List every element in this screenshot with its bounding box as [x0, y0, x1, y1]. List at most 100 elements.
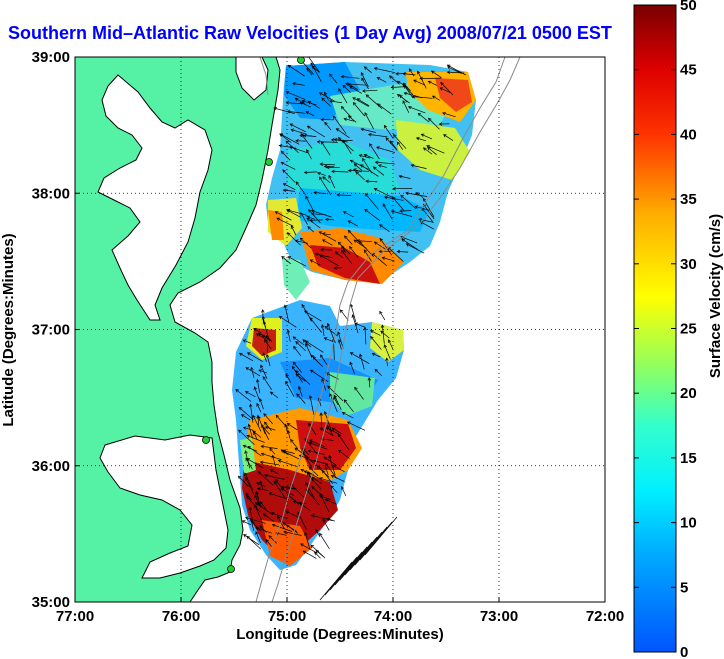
- velocity-arrow: [364, 154, 374, 159]
- velocity-arrow: [286, 91, 306, 101]
- velocity-arrow-head: [320, 247, 324, 252]
- velocity-arrow-head: [402, 100, 406, 104]
- velocity-arrow: [259, 501, 267, 510]
- velocity-arrow-head: [306, 67, 310, 72]
- velocity-arrow-head: [310, 544, 315, 549]
- velocity-arrow-head: [251, 520, 255, 525]
- velocity-arrow-head: [293, 345, 297, 350]
- velocity-arrow: [428, 118, 440, 130]
- velocity-arrow-head: [375, 146, 380, 150]
- velocity-arrow: [238, 407, 254, 420]
- velocity-arrow: [406, 243, 425, 254]
- velocity-arrow-head: [244, 450, 248, 454]
- chesapeake-bay: [97, 74, 213, 321]
- velocity-arrow: [359, 521, 393, 561]
- velocity-arrow: [369, 143, 380, 160]
- velocity-arrow-head: [242, 339, 247, 343]
- velocity-arrow-head: [373, 188, 378, 192]
- velocity-arrow: [285, 140, 299, 154]
- velocity-arrow: [338, 339, 342, 350]
- velocity-arrow: [292, 361, 303, 373]
- velocity-arrow-head: [257, 332, 262, 336]
- velocity-arrow-head: [262, 352, 266, 357]
- velocity-arrow: [265, 539, 273, 548]
- velocity-arrow-head: [276, 217, 281, 221]
- velocity-arrow-head: [349, 361, 353, 366]
- velocity-arrow: [353, 102, 365, 117]
- velocity-arrow-head: [255, 490, 259, 495]
- velocity-arrow-head: [319, 254, 323, 258]
- velocity-arrow: [324, 556, 358, 596]
- velocity-arrow-head: [282, 522, 287, 526]
- velocity-arrow-head: [323, 456, 328, 460]
- velocity-arrow: [378, 164, 387, 168]
- velocity-arrow: [413, 79, 425, 86]
- velocity-arrow-head: [398, 174, 403, 179]
- velocity-arrow: [342, 85, 351, 93]
- velocity-arrow-head: [390, 209, 395, 214]
- velocity-arrow-head: [259, 480, 263, 485]
- velocity-arrow: [317, 141, 338, 143]
- velocity-arrow: [287, 256, 307, 267]
- velocity-arrow: [404, 85, 414, 99]
- velocity-arrow-head: [295, 373, 300, 378]
- velocity-arrow-head: [263, 473, 268, 478]
- velocity-arrow-head: [255, 526, 260, 531]
- velocity-arrow: [341, 486, 347, 497]
- velocity-arrow: [320, 354, 328, 365]
- velocity-arrow: [329, 393, 338, 413]
- velocity-arrow: [307, 472, 322, 490]
- velocity-arrow: [374, 67, 396, 74]
- velocity-arrow-head: [320, 140, 325, 145]
- velocity-arrow-head: [347, 229, 352, 234]
- velocity-arrow-head: [282, 169, 286, 173]
- velocity-arrow: [353, 168, 362, 173]
- velocity-arrow-head: [349, 86, 353, 90]
- velocity-arrow-head: [408, 68, 413, 72]
- velocity-arrow: [256, 379, 261, 394]
- velocity-arrow-head: [326, 322, 331, 327]
- velocity-arrow-head: [337, 241, 342, 246]
- velocity-arrow: [365, 193, 379, 210]
- velocity-arrow: [329, 100, 343, 103]
- velocity-arrow-head: [385, 137, 390, 141]
- velocity-arrow: [399, 94, 408, 103]
- velocity-arrow-head: [440, 81, 444, 86]
- velocity-arrow-head: [336, 193, 341, 197]
- velocity-arrow: [320, 412, 323, 428]
- velocity-arrow: [239, 352, 254, 362]
- velocity-arrow-head: [257, 415, 261, 420]
- velocity-arrow-head: [329, 73, 333, 78]
- velocity-arrow: [384, 344, 391, 360]
- velocity-arrow-head: [363, 153, 368, 158]
- velocity-arrow-head: [338, 88, 342, 92]
- velocity-arrow-head: [268, 535, 272, 539]
- velocity-arrow-head: [256, 402, 260, 407]
- velocity-arrow-head: [362, 157, 366, 162]
- velocity-arrow: [281, 256, 291, 265]
- colorbar-tick-label: 0: [680, 644, 688, 659]
- velocity-arrow: [246, 536, 262, 550]
- velocity-arrow-head: [319, 532, 323, 537]
- velocity-arrow: [426, 145, 445, 154]
- velocity-arrow: [319, 231, 337, 242]
- velocity-arrow-head: [292, 361, 297, 366]
- velocity-arrow-head: [349, 246, 353, 250]
- velocity-arrow-head: [393, 134, 397, 138]
- velocity-arrow: [427, 147, 437, 155]
- velocity-arrow-head: [361, 77, 365, 82]
- velocity-arrow-head: [241, 520, 246, 524]
- velocity-arrow: [283, 531, 302, 536]
- velocity-arrow-head: [309, 317, 313, 321]
- velocity-arrow-head: [370, 330, 374, 334]
- velocity-arrow-head: [335, 128, 340, 132]
- velocity-arrow-head: [300, 543, 304, 547]
- colorbar-tick-label: 15: [680, 450, 697, 467]
- velocity-arrow-head: [333, 138, 338, 142]
- velocity-arrow-head: [307, 226, 311, 230]
- velocity-arrow: [295, 341, 306, 352]
- velocity-arrow-head: [358, 154, 363, 158]
- velocity-arrow-head: [294, 97, 299, 101]
- velocity-arrow: [281, 486, 297, 490]
- velocity-arrow-head: [324, 217, 329, 222]
